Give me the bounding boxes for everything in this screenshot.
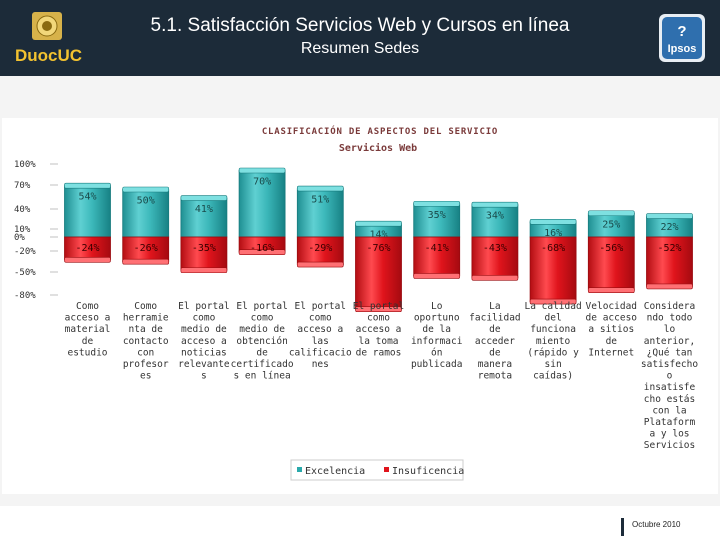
- bar-excelencia: [122, 189, 170, 238]
- bar-cap-excelencia: [471, 201, 519, 208]
- legend: Excelencia Insuficencia: [290, 459, 464, 481]
- data-label-insuficencia: -41%: [425, 243, 449, 254]
- category-label: Velocidad de acceso a sitios de Internet: [586, 301, 638, 358]
- bar-cap-excelencia: [646, 213, 693, 219]
- category-label: El portal como acceso a las calificacio nes: [289, 301, 352, 370]
- bar-cap-insuficencia: [64, 256, 111, 263]
- footer-date: Octubre 2010: [632, 520, 681, 529]
- y-tick-label: 70%: [14, 181, 31, 191]
- category-label: Considera ndo todo lo anterior, ¿Qué tan sati…: [641, 301, 698, 451]
- data-label-insuficencia: -43%: [483, 243, 507, 254]
- category-label: Lo oportuno de la informaci ón publicada: [411, 301, 463, 370]
- y-tick-label: 10%: [14, 225, 31, 235]
- category-labels: Como acceso a material de estudio Como herrami…: [65, 301, 699, 451]
- bar-insuficencia: [471, 236, 519, 279]
- bar-excelencia: [471, 204, 519, 238]
- y-tick-label: 100%: [14, 160, 36, 170]
- category-label: La calidad del funciona miento (rápido y sin c…: [524, 301, 581, 382]
- footer-mark: [621, 518, 624, 536]
- data-label-excelencia: 14%: [369, 230, 387, 241]
- category-label: Como herramie nta de contacto con profesor es: [123, 301, 169, 382]
- data-label-excelencia: 25%: [602, 219, 620, 230]
- bar-insuficencia: [413, 236, 461, 277]
- data-label-insuficencia: -35%: [192, 243, 216, 254]
- bar-cap-excelencia: [238, 167, 286, 174]
- ipsos-logo: ? Ipsos: [659, 14, 705, 62]
- category-label: La facilidad de acceder de manera remota: [469, 301, 520, 382]
- bar-cap-insuficencia: [355, 306, 402, 313]
- bar-cap-insuficencia: [413, 273, 461, 279]
- category-label: Como acceso a material de estudio: [65, 301, 111, 358]
- data-label-insuficencia: -29%: [308, 243, 332, 254]
- bar-cap-excelencia: [355, 220, 402, 227]
- ipsos-logo-text: Ipsos: [668, 43, 697, 55]
- bar-cap-insuficencia: [587, 287, 635, 294]
- bar-cap-insuficencia: [296, 261, 344, 268]
- page-subtitle: Resumen Sedes: [300, 40, 420, 57]
- data-label-insuficencia: -26%: [134, 243, 158, 254]
- category-label: El portal como medio de obtención de certific…: [231, 301, 294, 382]
- bar-excelencia: [238, 170, 286, 238]
- data-label-insuficencia: -16%: [250, 243, 274, 254]
- y-tick-label: -50%: [14, 268, 36, 278]
- data-label-excelencia: 54%: [78, 192, 96, 203]
- page-title: 5.1. Satisfacción Servicios Web y Cursos…: [150, 15, 570, 36]
- y-tick-label: -20%: [14, 247, 36, 257]
- bar-cap-excelencia: [587, 210, 635, 217]
- legend-swatch-insuficencia: [384, 467, 389, 472]
- y-tick-label: 0%: [14, 233, 25, 243]
- bar-cap-insuficencia: [180, 267, 228, 274]
- chart-title: CLASIFICACIÓN DE ASPECTOS DEL SERVICIO: [262, 125, 498, 137]
- data-label-insuficencia: -24%: [75, 243, 99, 254]
- bar-cap-excelencia: [122, 186, 169, 193]
- plot-area: 54% -24% 50% -26% 41% -35% 70% -16% 51% -29% 14% -7…: [64, 167, 693, 313]
- bar-cap-excelencia: [180, 195, 228, 201]
- bar-excelencia: [64, 185, 111, 238]
- category-label: El portal como medio de acceso a noticias rel…: [178, 301, 230, 382]
- bar-insuficencia: [355, 236, 402, 310]
- bar-insuficencia: [180, 236, 228, 271]
- bar-insuficencia: [646, 236, 693, 287]
- data-label-excelencia: 41%: [195, 204, 213, 215]
- bar-cap-insuficencia: [529, 298, 577, 305]
- bar-cap-excelencia: [413, 200, 461, 207]
- bar-cap-excelencia: [296, 185, 344, 192]
- legend-label-insuficencia: Insuficencia: [392, 466, 464, 477]
- duoc-uc-logo-text: DuocUC: [15, 46, 82, 65]
- chart-subtitle: Servicios Web: [339, 142, 417, 154]
- data-label-insuficencia: -68%: [541, 243, 565, 254]
- bar-insuficencia: [587, 236, 635, 291]
- data-label-excelencia: 22%: [660, 222, 678, 233]
- category-label: El portal como acceso a la toma de ramos: [353, 301, 404, 358]
- y-tick-label: -80%: [14, 291, 36, 301]
- header-bar: DuocUC 5.1. Satisfacción Servicios Web y…: [0, 0, 720, 76]
- bar-insuficencia: [296, 236, 344, 265]
- data-label-excelencia: 50%: [137, 196, 155, 207]
- svg-text:?: ?: [677, 23, 686, 40]
- data-label-excelencia: 35%: [428, 210, 446, 221]
- y-tick-label: 40%: [14, 205, 31, 215]
- data-label-excelencia: 51%: [311, 195, 329, 206]
- bar-cap-excelencia: [529, 219, 577, 225]
- y-axis: 100% 70% 40% 10%0% -20% -50% -80%: [14, 160, 58, 301]
- data-label-insuficencia: -76%: [366, 243, 390, 254]
- legend-label-excelencia: Excelencia: [305, 466, 365, 477]
- data-label-excelencia: 34%: [486, 211, 504, 222]
- data-label-excelencia: 70%: [253, 177, 271, 188]
- data-label-insuficencia: -56%: [599, 243, 623, 254]
- bar-cap-insuficencia: [238, 249, 286, 255]
- legend-swatch-excelencia: [297, 467, 302, 472]
- bar-cap-insuficencia: [122, 258, 169, 265]
- bar-cap-insuficencia: [471, 275, 519, 281]
- data-label-excelencia: 16%: [544, 228, 562, 239]
- bar-cap-insuficencia: [646, 283, 693, 290]
- bar-cap-excelencia: [64, 182, 111, 189]
- bar-insuficencia: [122, 236, 170, 263]
- duoc-uc-logo: DuocUC: [12, 11, 96, 65]
- data-label-insuficencia: -52%: [657, 243, 681, 254]
